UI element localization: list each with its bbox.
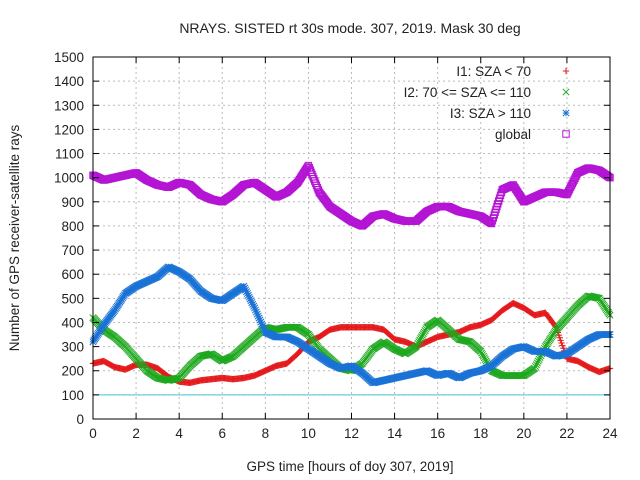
y-tick-label: 300 — [61, 340, 84, 355]
x-tick-label: 14 — [387, 426, 403, 441]
data-point — [531, 364, 539, 372]
data-point — [605, 173, 613, 181]
data-point — [478, 351, 487, 359]
legend-label: I2: 70 <= SZA <= 110 — [404, 85, 531, 100]
data-point — [536, 353, 544, 362]
x-tick-label: 2 — [132, 426, 140, 441]
y-tick-label: 600 — [61, 267, 84, 282]
legend-marker — [562, 109, 570, 117]
y-tick-label: 1000 — [54, 171, 84, 186]
data-point — [603, 172, 612, 180]
x-axis-label: GPS time [hours of doy 307, 2019] — [246, 459, 453, 474]
data-point — [415, 338, 423, 346]
y-tick-label: 1500 — [54, 50, 84, 65]
y-tick-label: 1300 — [54, 98, 84, 113]
y-tick-label: 100 — [61, 388, 84, 403]
y-tick-label: 0 — [76, 412, 84, 427]
x-tick-label: 4 — [175, 426, 183, 441]
data-point — [534, 357, 542, 365]
x-tick-label: 18 — [473, 426, 488, 441]
y-tick-label: 700 — [61, 243, 84, 258]
data-point — [418, 331, 426, 339]
x-tick-label: 12 — [344, 426, 359, 441]
data-point — [417, 335, 425, 343]
data-point — [532, 361, 540, 369]
data-point — [486, 219, 495, 227]
y-tick-label: 1200 — [54, 122, 84, 137]
x-tick-label: 22 — [559, 426, 574, 441]
data-point — [416, 336, 424, 344]
data-point — [531, 362, 540, 371]
legend-label: global — [495, 127, 531, 142]
data-point — [412, 343, 420, 351]
x-tick-label: 8 — [262, 426, 270, 441]
y-tick-label: 1100 — [55, 147, 84, 162]
data-point — [604, 172, 612, 181]
data-point — [477, 347, 485, 355]
data-point — [533, 359, 541, 367]
legend-marker — [562, 67, 570, 75]
data-point — [420, 328, 428, 336]
y-tick-label: 500 — [61, 291, 84, 306]
legend: I1: SZA < 70 I2: 70 <= SZA <= 110 I3: SZA … — [404, 64, 570, 142]
data-point — [478, 349, 486, 357]
x-tick-label: 24 — [602, 426, 618, 441]
legend-marker — [562, 130, 570, 138]
series-2 — [89, 292, 614, 384]
y-tick-label: 1400 — [54, 74, 84, 89]
y-axis-label: Number of GPS receiver-satellite rays — [7, 124, 22, 351]
x-tick-label: 0 — [89, 426, 97, 441]
data-point — [479, 352, 487, 360]
chart-title: NRAYS. SISTED rt 30s mode. 307, 2019. Ma… — [179, 20, 520, 36]
y-tick-label: 800 — [61, 219, 84, 234]
data-point — [419, 330, 427, 338]
data-point — [480, 354, 488, 362]
data-point — [413, 341, 421, 349]
data-point — [417, 333, 426, 341]
y-tick-label: 900 — [61, 195, 84, 210]
data-point — [481, 355, 489, 364]
y-tick-label: 400 — [61, 315, 84, 330]
legend-label: I3: SZA > 110 — [450, 106, 531, 121]
series-layer — [89, 161, 614, 387]
series-3 — [89, 263, 614, 387]
x-tick-label: 20 — [516, 426, 531, 441]
y-tick-label: 200 — [61, 364, 84, 379]
x-tick-label: 10 — [301, 426, 316, 441]
legend-marker — [562, 88, 570, 96]
data-point — [535, 355, 543, 363]
x-tick-label: 16 — [430, 426, 445, 441]
legend-label: I1: SZA < 70 — [456, 64, 531, 79]
x-tick-label: 6 — [218, 426, 226, 441]
data-point — [414, 339, 422, 347]
tick-layer: 0100200300400500600700800900100011001200… — [54, 50, 618, 441]
